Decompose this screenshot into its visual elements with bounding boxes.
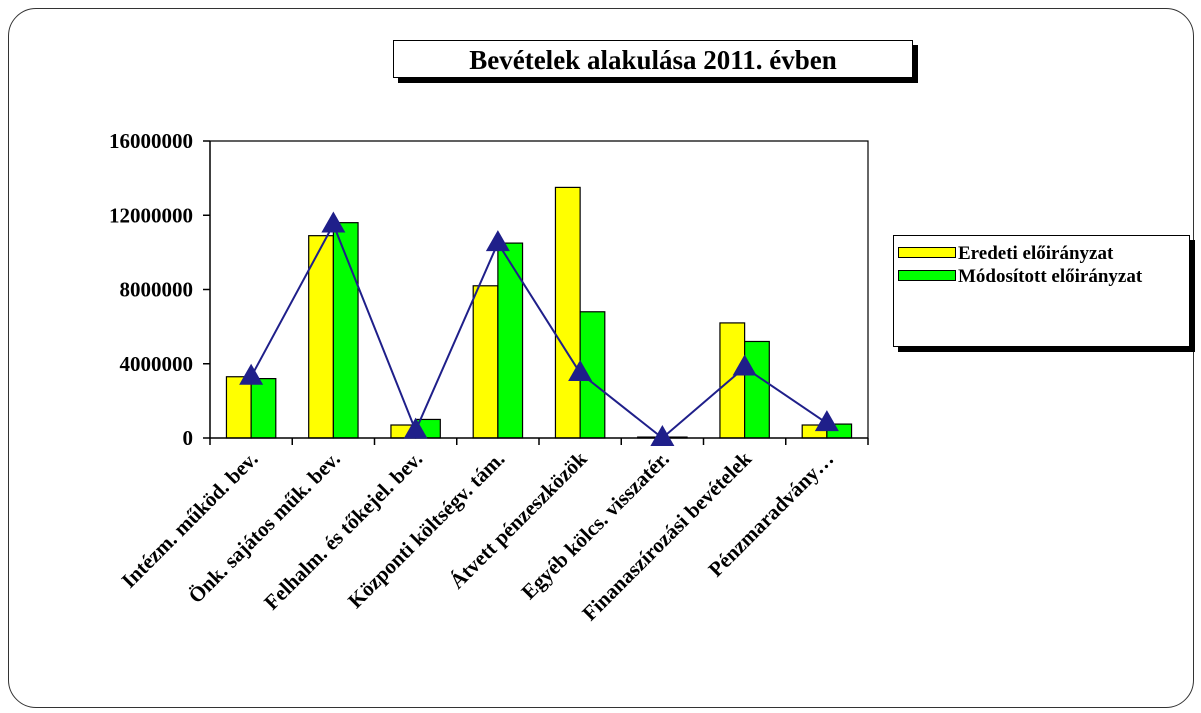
plot-border: [210, 140, 869, 438]
x-tick-label: Átvett pénzeszközök: [445, 446, 592, 593]
legend-entry: Eredeti előirányzat: [898, 242, 1179, 265]
marker: [814, 410, 839, 432]
bar: [497, 242, 524, 439]
marker: [403, 417, 428, 439]
legend-swatch: [898, 270, 956, 281]
x-tick-label: Önk. sajátos műk. bev.: [184, 447, 345, 608]
x-tick-label: Intézm. működ. bev.: [117, 447, 263, 593]
y-tick-label: 16000000: [109, 129, 193, 153]
bar: [744, 340, 770, 439]
x-tick-label: Finanaszírozási bevételek: [577, 446, 756, 625]
marker: [650, 425, 675, 446]
frame: [8, 8, 1194, 708]
marker: [568, 360, 593, 382]
bar: [719, 322, 746, 439]
marker: [485, 230, 510, 252]
x-tick-label: Felhalm. és tőkejel. bev.: [259, 447, 427, 615]
legend: Eredeti előirányzat Módosított előirányza…: [893, 235, 1190, 347]
legend-swatch: [898, 247, 956, 258]
bar: [472, 285, 499, 439]
bar: [225, 376, 252, 439]
x-tick-label: Központi költségv. tám.: [343, 447, 509, 613]
y-tick-label: 12000000: [109, 203, 193, 227]
legend-label: Módosított előirányzat: [958, 266, 1143, 287]
bar: [554, 186, 581, 439]
x-tick-label: Egyéb kölcs. visszatér.: [516, 447, 673, 604]
marker: [239, 363, 264, 385]
legend-entry: Módosított előirányzat: [898, 265, 1179, 288]
y-tick-label: 0: [183, 426, 194, 450]
marker: [732, 354, 757, 376]
chart-title: Bevételek alakulása 2011. évben: [393, 40, 913, 78]
y-tick-label: 4000000: [120, 352, 194, 376]
line: [250, 222, 828, 440]
bar: [250, 378, 277, 439]
marker: [321, 211, 346, 233]
legend-label: Eredeti előirányzat: [958, 243, 1114, 264]
y-tick-label: 8000000: [120, 278, 194, 302]
bar: [308, 235, 334, 439]
